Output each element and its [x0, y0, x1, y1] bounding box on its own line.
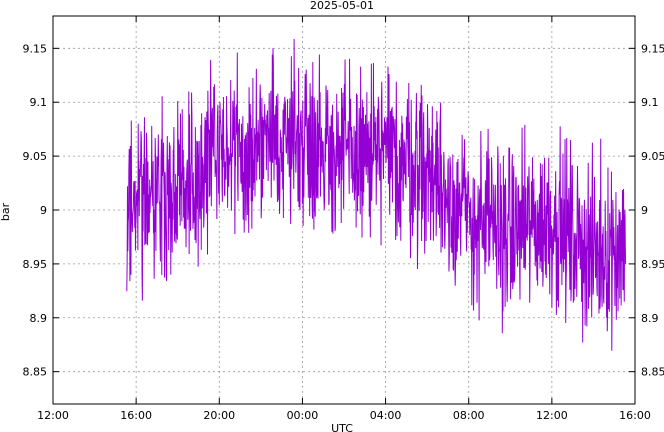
y-tick-label: 8.95	[23, 258, 48, 271]
y-tick-label: 8.9	[30, 312, 48, 325]
y-tick-label-right: 9.15	[641, 42, 664, 55]
y-tick-label-right: 9.05	[641, 150, 664, 163]
series-line	[126, 39, 627, 351]
x-tick-label: 16:00	[619, 409, 651, 422]
x-axis-title: UTC	[331, 422, 353, 432]
y-tick-label-right: 9	[641, 204, 648, 217]
x-tick-label: 20:00	[203, 409, 235, 422]
x-tick-label: 08:00	[453, 409, 485, 422]
y-tick-label-right: 9.1	[641, 96, 659, 109]
y-tick-label: 9.1	[30, 96, 48, 109]
x-tick-label: 12:00	[37, 409, 69, 422]
chart-title: 2025-05-01	[310, 0, 374, 12]
y-tick-label-right: 8.9	[641, 312, 659, 325]
y-tick-label-right: 8.85	[641, 366, 664, 379]
x-tick-label: 12:00	[536, 409, 568, 422]
x-tick-label: 04:00	[370, 409, 402, 422]
x-tick-label: 16:00	[120, 409, 152, 422]
y-tick-label: 9.05	[23, 150, 48, 163]
y-axis-left: 8.85 8.9 8.95 9 9.05 9.1 9.15	[23, 42, 59, 379]
y-tick-label: 8.85	[23, 366, 48, 379]
y-axis-right: 8.85 8.9 8.95 9 9.05 9.1 9.15	[629, 42, 664, 379]
y-tick-label-right: 8.95	[641, 258, 664, 271]
y-tick-label: 9.15	[23, 42, 48, 55]
y-tick-label: 9	[40, 204, 47, 217]
x-axis: 12:00 16:00 20:00 00:00 04:00 08:00 12:00 16:00	[37, 16, 651, 422]
x-tick-label: 00:00	[287, 409, 319, 422]
y-axis-title: bar	[0, 202, 12, 221]
